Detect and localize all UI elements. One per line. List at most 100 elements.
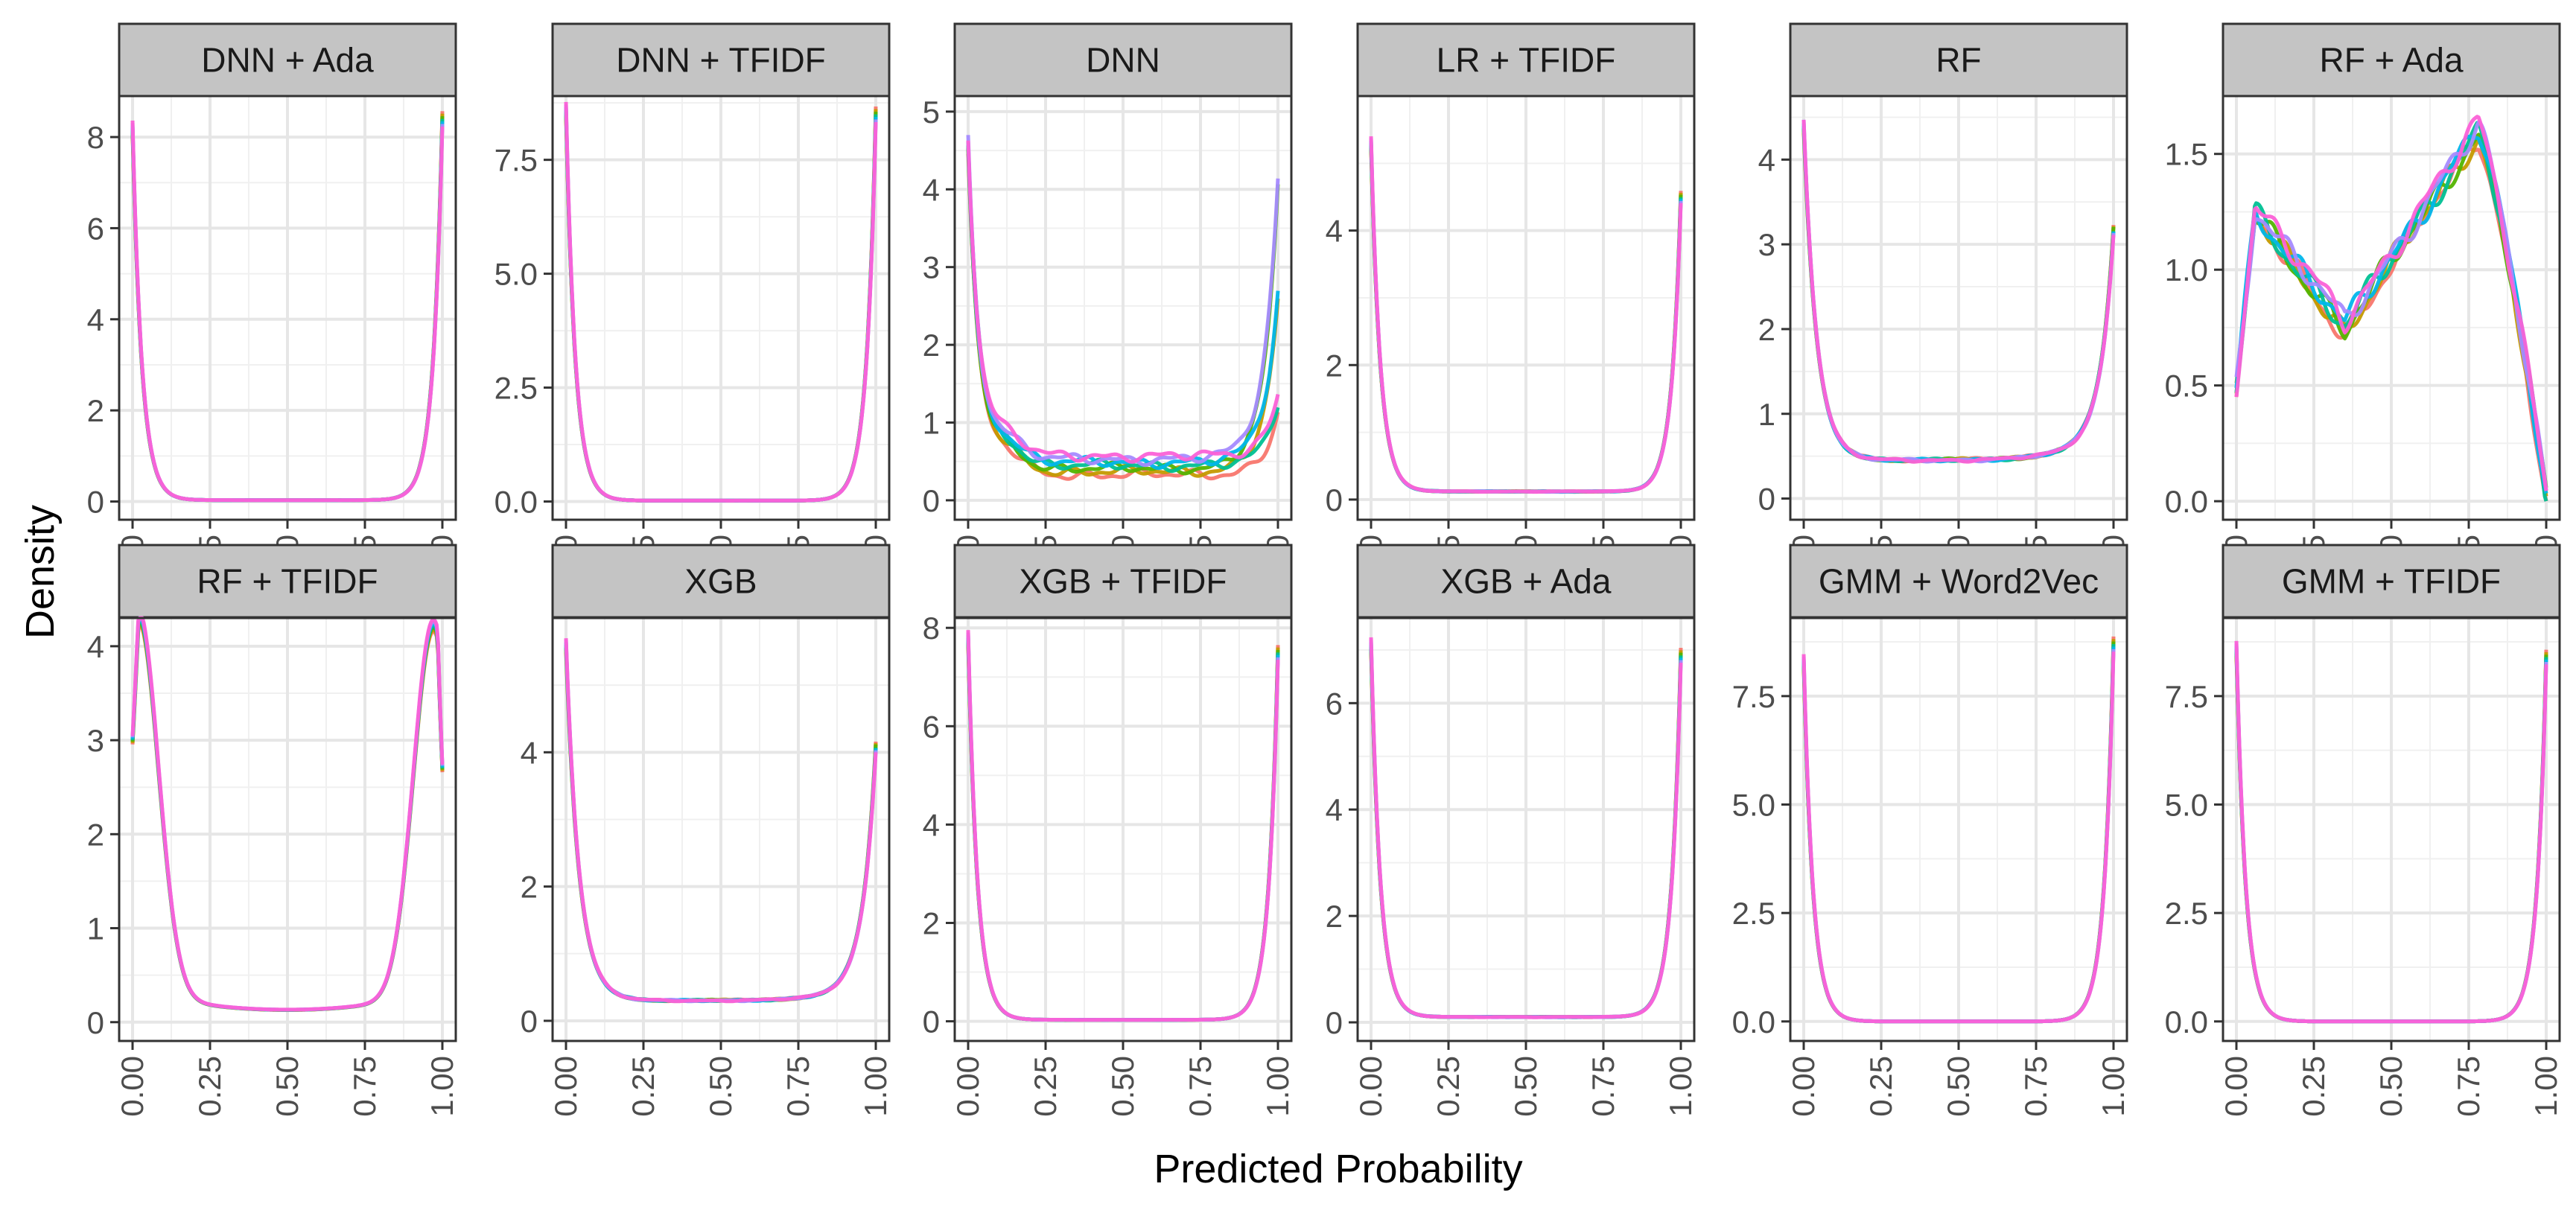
y-tick-label: 4 — [923, 807, 940, 842]
y-tick-label: 1 — [1758, 397, 1775, 432]
x-tick-label: 1.00 — [2528, 1056, 2563, 1117]
density-line — [966, 145, 1280, 474]
x-tick-label: 0.75 — [1586, 1056, 1621, 1117]
y-tick-label: 3 — [923, 250, 940, 285]
y-tick-label: 1.0 — [2165, 252, 2208, 287]
y-tick-label: 1 — [87, 911, 104, 946]
y-tick-label: 0.0 — [2165, 484, 2208, 519]
facet-title: RF + TFIDF — [197, 562, 378, 601]
y-tick-label: 0.0 — [494, 485, 538, 520]
facet-panel: LR + TFIDF0240.000.250.500.751.00 — [1326, 22, 1698, 596]
facet-title: XGB + Ada — [1441, 562, 1612, 601]
x-tick-label: 0.00 — [2219, 1056, 2254, 1117]
y-tick-label: 3 — [87, 723, 104, 758]
facet-strip — [1789, 544, 2128, 619]
x-tick-label: 0.00 — [115, 1056, 150, 1117]
density-line — [564, 638, 878, 1004]
density-line — [966, 140, 1280, 464]
facet-title: RF + Ada — [2319, 41, 2463, 80]
y-tick-label: 6 — [923, 709, 940, 744]
x-tick-label: 1.00 — [1260, 1056, 1295, 1117]
y-tick-label: 4 — [1326, 214, 1343, 249]
y-tick-label: 2 — [87, 393, 104, 428]
y-tick-label: 7.5 — [1732, 679, 1775, 714]
facet-title: GMM + Word2Vec — [1819, 562, 2099, 601]
facet-panel: XGB 0 2 4 0.00 0.25 0.50 0.75 1.00 — [521, 544, 893, 1117]
y-tick-label: 0 — [521, 1004, 538, 1039]
facet-panel: DNN + Ada024680.000.250.500.751.00 — [87, 22, 459, 596]
x-tick-label: 0.25 — [1431, 1056, 1466, 1117]
y-tick-label: 1.5 — [2165, 137, 2208, 172]
density-line — [130, 120, 445, 503]
y-tick-label: 8 — [923, 611, 940, 646]
x-tick-label: 1.00 — [2096, 1056, 2131, 1117]
y-axis-title: Density — [18, 505, 63, 639]
y-tick-label: 4 — [87, 629, 104, 664]
x-tick-label: 0.75 — [2451, 1056, 2486, 1117]
y-tick-label: 0 — [923, 1004, 940, 1039]
x-tick-label: 0.50 — [1508, 1056, 1543, 1117]
facet-strip — [1789, 22, 2128, 98]
x-tick-label: 0.75 — [347, 1056, 382, 1117]
y-tick-label: 2 — [923, 328, 940, 363]
x-tick-label: 0.00 — [1786, 1056, 1821, 1117]
y-tick-label: 0.0 — [2165, 1004, 2208, 1039]
y-tick-label: 2 — [1326, 348, 1343, 383]
y-tick-label: 4 — [923, 172, 940, 207]
density-line — [966, 153, 1280, 481]
y-tick-label: 0.0 — [1732, 1004, 1775, 1039]
y-tick-label: 0 — [923, 483, 940, 518]
facet-strip — [2222, 544, 2561, 619]
y-tick-label: 4 — [1758, 142, 1775, 177]
facet-title: DNN — [1086, 41, 1160, 80]
density-line — [130, 616, 445, 1012]
facet-panel: GMM + Word2Vec 0.0 2.5 5.0 7.5 0.00 0.25 0.50 0.… — [1732, 544, 2131, 1117]
facet-strip — [1356, 544, 1696, 619]
y-tick-label: 6 — [87, 211, 104, 246]
x-tick-label: 1.00 — [1663, 1056, 1698, 1117]
x-tick-label: 0.50 — [703, 1056, 738, 1117]
x-axis-title: Predicted Probability — [1154, 1147, 1522, 1191]
density-line — [1369, 136, 1683, 494]
facet-title: GMM + TFIDF — [2282, 562, 2501, 601]
x-tick-label: 0.00 — [548, 1056, 583, 1117]
x-tick-label: 0.25 — [1028, 1056, 1063, 1117]
x-tick-label: 0.25 — [192, 1056, 227, 1117]
x-tick-label: 0.00 — [950, 1056, 985, 1117]
y-tick-label: 8 — [87, 120, 104, 155]
x-tick-label: 0.25 — [626, 1056, 661, 1117]
y-tick-label: 2 — [1758, 312, 1775, 347]
x-tick-label: 0.50 — [1941, 1056, 1976, 1117]
facet-title: DNN + Ada — [201, 41, 374, 80]
x-tick-label: 0.50 — [270, 1056, 305, 1117]
y-tick-label: 2.5 — [1732, 896, 1775, 931]
x-tick-label: 1.00 — [858, 1056, 893, 1117]
y-tick-label: 7.5 — [2165, 679, 2208, 714]
density-line — [564, 101, 878, 503]
facet-panel: RF012340.000.250.500.751.00 — [1758, 22, 2131, 596]
y-tick-label: 0 — [87, 485, 104, 520]
y-tick-label: 7.5 — [494, 143, 538, 178]
y-tick-label: 5.0 — [1732, 788, 1775, 823]
y-tick-label: 2.5 — [2165, 896, 2208, 931]
y-tick-label: 2 — [87, 817, 104, 852]
density-line — [966, 630, 1280, 1022]
y-tick-label: 4 — [1326, 792, 1343, 827]
x-tick-label: 0.50 — [1105, 1056, 1140, 1117]
facet-strip — [118, 22, 457, 98]
y-tick-label: 5.0 — [2165, 788, 2208, 823]
y-tick-label: 6 — [1326, 686, 1343, 721]
facet-panel: GMM + TFIDF 0.0 2.5 5.0 7.5 0.00 0.25 0.50 0.75 1… — [2165, 544, 2563, 1117]
x-tick-label: 1.00 — [424, 1056, 459, 1117]
y-tick-label: 4 — [87, 302, 104, 337]
facet-strip — [1356, 22, 1696, 98]
y-tick-label: 0 — [87, 1005, 104, 1040]
x-tick-label: 0.75 — [780, 1056, 815, 1117]
y-tick-label: 0 — [1326, 1005, 1343, 1040]
x-tick-label: 0.50 — [2373, 1056, 2408, 1117]
x-tick-label: 0.25 — [2296, 1056, 2331, 1117]
x-tick-label: 0.75 — [2018, 1056, 2053, 1117]
y-tick-label: 3 — [1758, 227, 1775, 262]
